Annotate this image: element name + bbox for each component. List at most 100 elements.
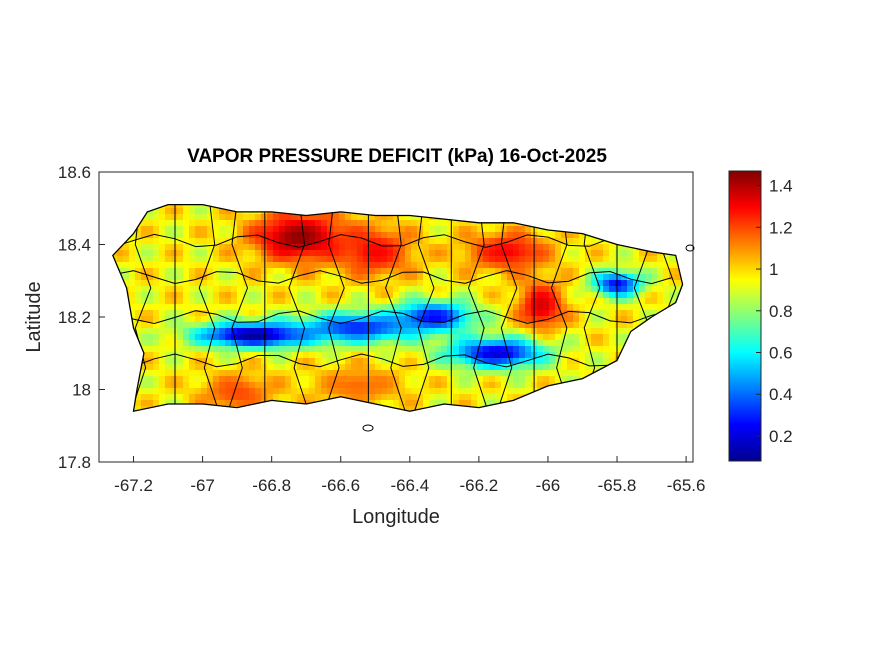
vpd-cell bbox=[417, 232, 424, 239]
vpd-cell bbox=[159, 358, 166, 365]
vpd-cell bbox=[297, 274, 304, 281]
vpd-cell bbox=[615, 286, 622, 293]
vpd-cell bbox=[171, 226, 178, 233]
vpd-cell bbox=[585, 358, 592, 365]
vpd-cell bbox=[429, 334, 436, 341]
vpd-cell bbox=[291, 382, 298, 389]
vpd-cell bbox=[273, 268, 280, 275]
vpd-cell bbox=[435, 226, 442, 233]
vpd-cell bbox=[417, 262, 424, 269]
vpd-cell bbox=[273, 274, 280, 281]
vpd-cell bbox=[549, 316, 556, 323]
vpd-cell bbox=[615, 310, 622, 317]
vpd-cell bbox=[369, 346, 376, 353]
vpd-cell bbox=[381, 322, 388, 329]
vpd-cell bbox=[519, 280, 526, 287]
vpd-cell bbox=[207, 274, 214, 281]
vpd-cell bbox=[423, 226, 430, 233]
vpd-cell bbox=[435, 358, 442, 365]
vpd-cell bbox=[177, 280, 184, 287]
vpd-cell bbox=[279, 322, 286, 329]
vpd-cell bbox=[345, 358, 352, 365]
vpd-cell bbox=[447, 310, 454, 317]
vpd-cell bbox=[279, 316, 286, 323]
vpd-cell bbox=[399, 298, 406, 305]
vpd-cell bbox=[159, 262, 166, 269]
vpd-cell bbox=[195, 304, 202, 311]
vpd-cell bbox=[411, 310, 418, 317]
vpd-cell bbox=[525, 238, 532, 245]
vpd-cell bbox=[525, 262, 532, 269]
vpd-cell bbox=[183, 292, 190, 299]
vpd-cell bbox=[411, 334, 418, 341]
vpd-cell bbox=[225, 220, 232, 227]
vpd-cell bbox=[609, 262, 616, 269]
vpd-cell bbox=[231, 310, 238, 317]
vpd-cell bbox=[417, 388, 424, 395]
vpd-cell bbox=[405, 256, 412, 263]
vpd-cell bbox=[675, 286, 682, 293]
vpd-cell bbox=[321, 358, 328, 365]
vpd-cell bbox=[309, 226, 316, 233]
vpd-cell bbox=[243, 304, 250, 311]
vpd-cell bbox=[279, 250, 286, 257]
vpd-cell bbox=[249, 238, 256, 245]
vpd-cell bbox=[165, 232, 172, 239]
vpd-cell bbox=[507, 274, 514, 281]
vpd-cell bbox=[309, 388, 316, 395]
vpd-cell bbox=[357, 394, 364, 401]
vpd-cell bbox=[147, 274, 154, 281]
vpd-cell bbox=[453, 334, 460, 341]
vpd-cell bbox=[297, 220, 304, 227]
vpd-cell bbox=[177, 226, 184, 233]
vpd-cell bbox=[165, 394, 172, 401]
vpd-cell bbox=[177, 268, 184, 275]
vpd-cell bbox=[501, 364, 508, 371]
vpd-cell bbox=[153, 298, 160, 305]
vpd-cell bbox=[147, 244, 154, 251]
vpd-cell bbox=[249, 292, 256, 299]
vpd-cell bbox=[231, 238, 238, 245]
vpd-cell bbox=[267, 262, 274, 269]
vpd-cell bbox=[603, 334, 610, 341]
vpd-cell bbox=[315, 352, 322, 359]
vpd-cell bbox=[267, 286, 274, 293]
vpd-cell bbox=[417, 322, 424, 329]
vpd-cell bbox=[471, 226, 478, 233]
vpd-cell bbox=[363, 256, 370, 263]
vpd-cell bbox=[273, 364, 280, 371]
municipality-boundary bbox=[112, 233, 673, 248]
vpd-cell bbox=[207, 316, 214, 323]
vpd-cell bbox=[399, 352, 406, 359]
vpd-cell bbox=[597, 268, 604, 275]
vpd-cell bbox=[459, 388, 466, 395]
vpd-cell bbox=[465, 310, 472, 317]
vpd-cell bbox=[423, 394, 430, 401]
vpd-cell bbox=[489, 310, 496, 317]
vpd-cell bbox=[309, 340, 316, 347]
vpd-cell bbox=[495, 388, 502, 395]
vpd-cell bbox=[453, 226, 460, 233]
vpd-cell bbox=[333, 334, 340, 341]
vpd-cell bbox=[321, 286, 328, 293]
vpd-cell bbox=[255, 340, 262, 347]
vpd-cell bbox=[219, 316, 226, 323]
vpd-cell bbox=[195, 334, 202, 341]
vpd-cell bbox=[603, 352, 610, 359]
vpd-cell bbox=[411, 298, 418, 305]
vpd-cell bbox=[513, 364, 520, 371]
vpd-cell bbox=[393, 250, 400, 257]
vpd-cell bbox=[501, 298, 508, 305]
vpd-cell bbox=[369, 304, 376, 311]
vpd-cell bbox=[417, 358, 424, 365]
vpd-cell bbox=[537, 274, 544, 281]
vpd-cell bbox=[141, 226, 148, 233]
vpd-cell bbox=[501, 232, 508, 239]
vpd-cell bbox=[159, 238, 166, 245]
vpd-cell bbox=[393, 400, 400, 407]
vpd-cell bbox=[171, 364, 178, 371]
vpd-cell bbox=[279, 256, 286, 263]
vpd-cell bbox=[663, 286, 670, 293]
vpd-cell bbox=[417, 286, 424, 293]
x-tick-label: -66 bbox=[536, 476, 561, 495]
